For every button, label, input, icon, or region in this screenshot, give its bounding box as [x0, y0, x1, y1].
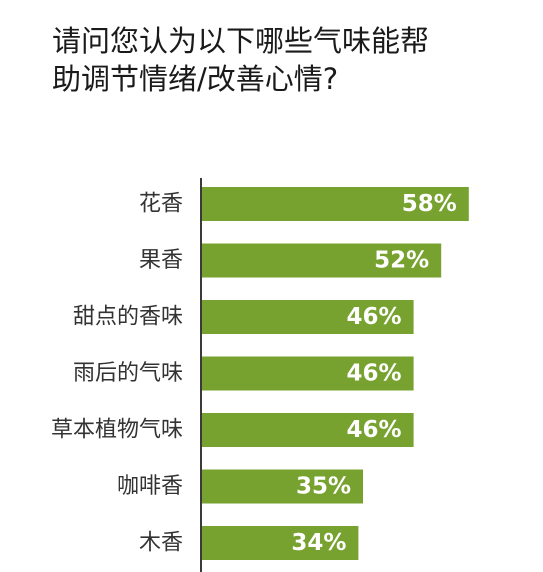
category-label-4: 雨后的气味 [73, 361, 183, 386]
category-label-2: 果香 [139, 248, 183, 273]
bar-7 [202, 526, 359, 560]
chart-title-line-2: 助调节情绪/改善心情? [52, 62, 339, 96]
bar-1 [202, 187, 469, 221]
value-label-7: 34% [291, 530, 346, 556]
value-label-4: 46% [347, 361, 402, 387]
bar-6 [202, 469, 363, 504]
chart-title-line-1: 请问您认为以下哪些气味能帮 [52, 24, 430, 58]
category-label-6: 咖啡香 [117, 474, 183, 499]
category-label-1: 花香 [139, 192, 183, 217]
category-label-7: 木香 [139, 531, 183, 556]
value-label-1: 58% [402, 191, 457, 217]
bar-4 [202, 356, 414, 391]
bar-3 [202, 300, 414, 334]
bars-layer: 花香 58% 果香 52% 甜点的香味 46% 雨后的气味 46% 草本植物气味 46% 咖啡香 35… [51, 187, 469, 560]
category-label-3: 甜点的香味 [73, 305, 183, 330]
value-label-5: 46% [347, 417, 402, 443]
value-label-3: 46% [347, 304, 402, 330]
category-label-5: 草本植物气味 [51, 418, 183, 443]
bar-5 [202, 413, 414, 447]
value-label-6: 35% [296, 474, 351, 500]
bar-2 [202, 243, 442, 278]
chart-title: 请问您认为以下哪些气味能帮 助调节情绪/改善心情? [52, 22, 522, 98]
value-label-2: 52% [374, 248, 429, 274]
